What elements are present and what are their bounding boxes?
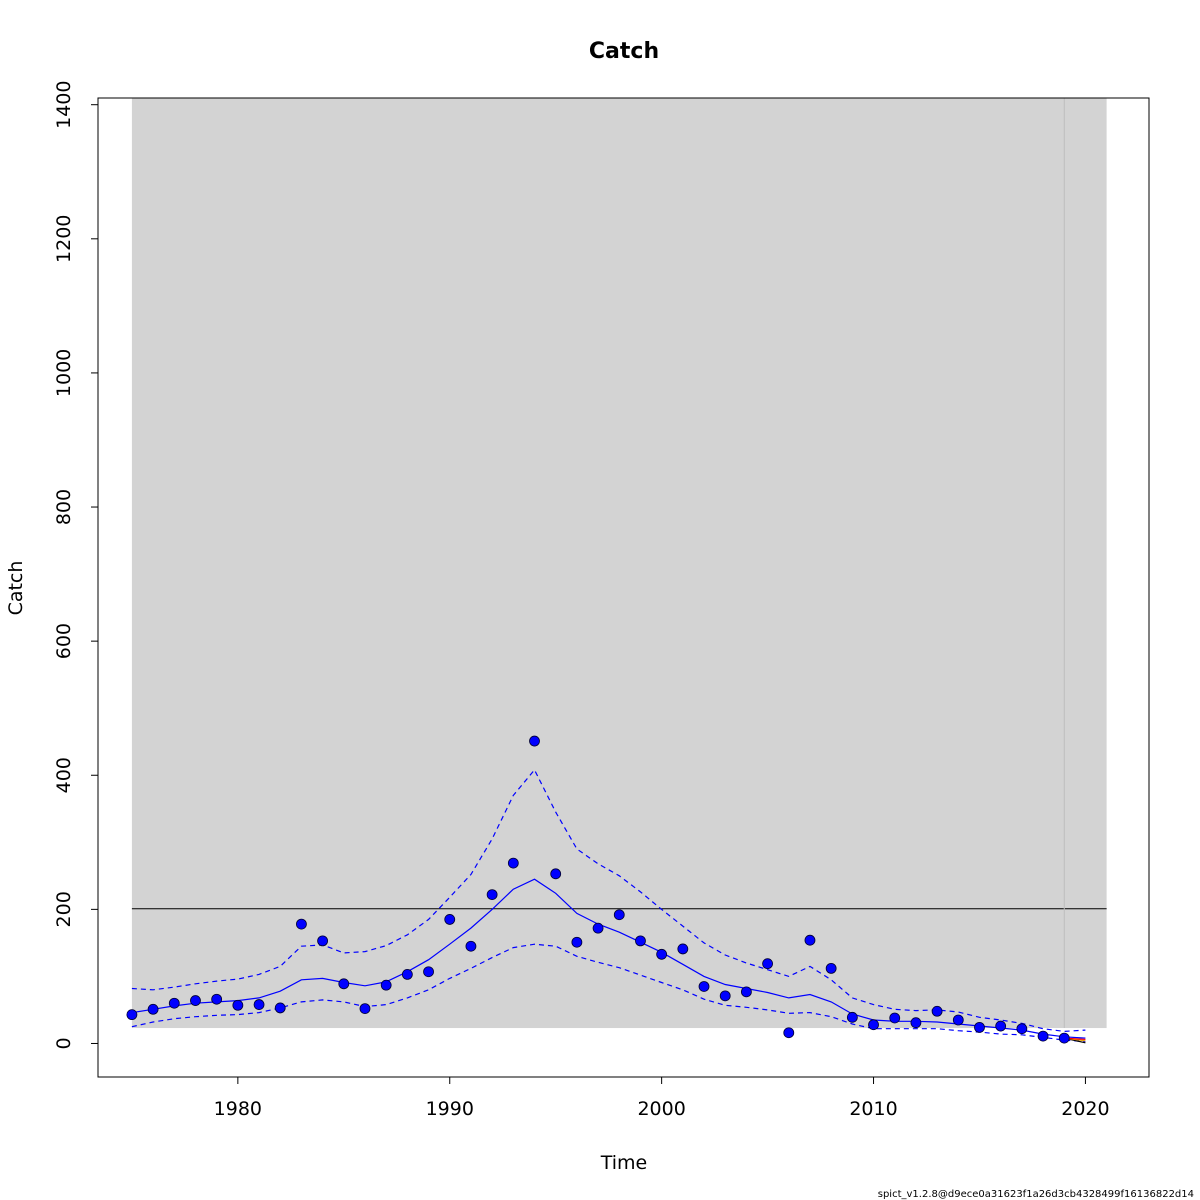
data-point	[126, 1009, 138, 1021]
y-axis: 0 200 400 600 800 1000 1200 1400	[53, 81, 99, 1050]
footnote: spict_v1.2.8@d9ece0a31623f1a26d3cb432849…	[878, 1189, 1194, 1200]
msy-region	[131, 98, 1107, 1029]
lower-ci-line	[131, 943, 1086, 1043]
data-point	[889, 1012, 901, 1024]
y-tick-label: 1000	[53, 349, 75, 397]
y-tick-label: 400	[53, 757, 75, 793]
data-point	[995, 1020, 1007, 1032]
data-point	[740, 986, 752, 998]
data-point	[1037, 1030, 1049, 1042]
y-tick-label: 1400	[53, 81, 75, 129]
data-point	[613, 909, 625, 921]
upper-ci-line	[131, 768, 1086, 1033]
data-point	[635, 935, 646, 947]
data-point	[1016, 1023, 1028, 1035]
data-point	[550, 868, 562, 880]
data-point	[232, 999, 244, 1011]
data-point	[762, 958, 773, 970]
data-point	[274, 1002, 286, 1014]
data-point	[571, 936, 583, 948]
y-tick-label: 0	[53, 1037, 75, 1049]
data-point	[444, 914, 456, 925]
y-axis-label: Catch	[5, 561, 27, 616]
fitted-catch-line	[131, 878, 1086, 1039]
y-tick-label: 800	[53, 489, 75, 525]
data-point	[592, 922, 604, 934]
y-tick-label: 200	[53, 891, 75, 927]
data-point	[698, 981, 710, 992]
x-tick-label: 1990	[426, 1098, 474, 1120]
data-point	[359, 1003, 371, 1015]
data-point	[401, 969, 413, 980]
y-tick-label: 600	[53, 623, 75, 659]
data-point	[338, 978, 350, 990]
data-point	[719, 990, 731, 1002]
data-point	[465, 940, 477, 952]
data-point	[147, 1003, 159, 1015]
data-point	[931, 1005, 943, 1017]
data-points-layer	[126, 735, 1070, 1044]
x-tick-label: 1980	[214, 1098, 262, 1120]
data-point	[825, 962, 837, 974]
data-point	[1058, 1032, 1070, 1044]
data-point	[211, 993, 223, 1005]
data-point	[804, 934, 816, 946]
chart-title: Catch	[589, 39, 659, 64]
data-point	[423, 966, 434, 978]
data-point	[380, 979, 392, 991]
data-point	[974, 1021, 985, 1033]
data-point	[910, 1017, 922, 1029]
data-point	[296, 918, 307, 930]
data-point	[952, 1014, 964, 1026]
data-point	[656, 948, 668, 960]
x-tick-label: 2010	[849, 1098, 897, 1120]
data-point	[529, 735, 540, 747]
data-point	[168, 997, 180, 1009]
data-point	[190, 995, 201, 1006]
x-tick-label: 2000	[637, 1098, 685, 1120]
x-tick-label: 2020	[1061, 1098, 1109, 1120]
data-point	[486, 889, 498, 901]
fit-lines-layer	[131, 768, 1086, 1043]
data-point	[507, 857, 519, 869]
y-tick-label: 1200	[53, 215, 75, 263]
x-axis-label: Time	[600, 1152, 648, 1174]
msy-region-layer	[131, 98, 1107, 1029]
data-point	[677, 943, 689, 955]
x-axis: 1980 1990 2000 2010 2020	[214, 1076, 1110, 1120]
data-point	[253, 999, 265, 1010]
data-point	[783, 1027, 795, 1039]
data-point	[317, 935, 329, 947]
data-point	[846, 1011, 858, 1023]
data-point	[868, 1019, 879, 1031]
